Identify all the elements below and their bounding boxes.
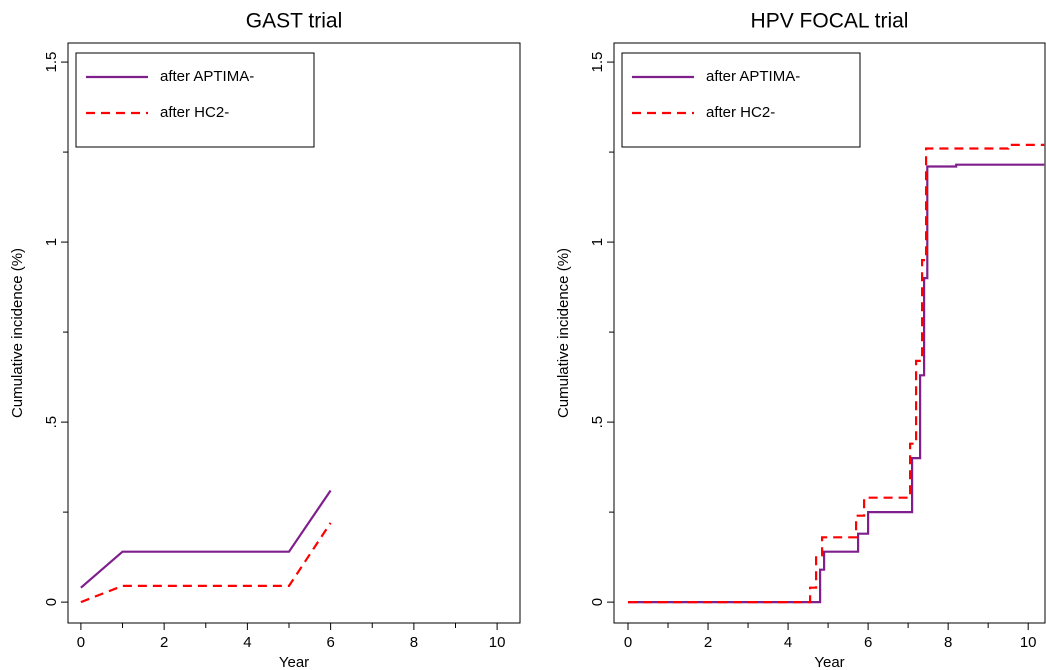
data-line xyxy=(80,522,332,604)
x-tick-label: 10 xyxy=(489,634,506,651)
legend-label: after HC2- xyxy=(160,104,229,121)
y-tick-label: 1.5 xyxy=(589,52,606,73)
y-tick-label: .5 xyxy=(589,416,606,429)
legend-box xyxy=(75,52,315,148)
y-tick-label: .5 xyxy=(43,416,60,429)
y-tick-label: 1 xyxy=(589,238,606,246)
x-tick-label: 4 xyxy=(243,634,251,651)
legend-label: after APTIMA- xyxy=(706,68,800,85)
x-tick-label: 8 xyxy=(944,634,952,651)
data-line xyxy=(628,163,1045,604)
x-tick-label: 10 xyxy=(1020,634,1037,651)
x-axis-label: Year xyxy=(279,654,309,670)
x-tick-label: 0 xyxy=(77,634,85,651)
x-tick-label: 0 xyxy=(624,634,632,651)
data-line xyxy=(80,489,332,589)
y-axis-label: Cumulative incidence (%) xyxy=(555,248,572,418)
x-tick-label: 6 xyxy=(864,634,872,651)
x-tick-label: 2 xyxy=(704,634,712,651)
chart-title: HPV FOCAL trial xyxy=(751,10,909,33)
legend-label: after APTIMA- xyxy=(160,68,254,85)
chart-title: GAST trial xyxy=(246,10,342,33)
x-axis-label: Year xyxy=(814,654,844,670)
y-tick-label: 1 xyxy=(43,238,60,246)
y-tick-label: 0 xyxy=(589,598,606,606)
x-tick-label: 4 xyxy=(784,634,792,651)
plot-frame xyxy=(613,42,1046,624)
y-tick-label: 1.5 xyxy=(43,52,60,73)
legend-label: after HC2- xyxy=(706,104,775,121)
x-tick-label: 2 xyxy=(160,634,168,651)
data-line xyxy=(628,143,1045,604)
x-tick-label: 8 xyxy=(410,634,418,651)
y-tick-label: 0 xyxy=(43,598,60,606)
y-axis-label: Cumulative incidence (%) xyxy=(9,248,26,418)
x-tick-label: 6 xyxy=(326,634,334,651)
legend-box xyxy=(621,52,861,148)
plot-frame xyxy=(67,42,521,624)
